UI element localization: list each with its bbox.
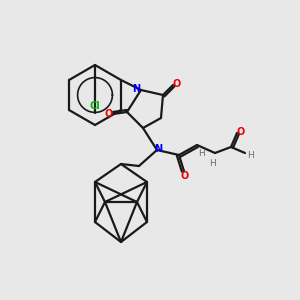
Text: H: H xyxy=(199,148,206,158)
Text: N: N xyxy=(132,84,140,94)
Text: O: O xyxy=(181,171,189,181)
Text: O: O xyxy=(105,109,113,119)
Text: O: O xyxy=(173,79,181,89)
Text: N: N xyxy=(154,144,162,154)
Text: H: H xyxy=(248,151,254,160)
Text: O: O xyxy=(237,127,245,137)
Text: H: H xyxy=(210,158,216,167)
Text: Cl: Cl xyxy=(90,101,101,111)
